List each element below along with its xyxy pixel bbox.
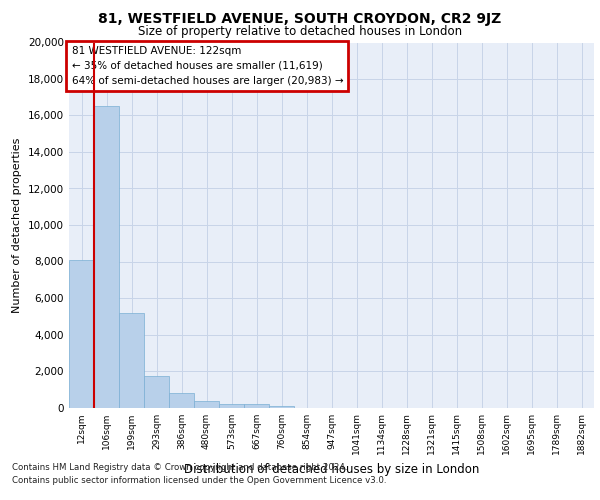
Bar	[194, 401, 219, 407]
Bar	[244, 404, 269, 407]
Text: Contains public sector information licensed under the Open Government Licence v3: Contains public sector information licen…	[12, 476, 386, 485]
Text: 81 WESTFIELD AVENUE: 122sqm
← 35% of detached houses are smaller (11,619)
64% of: 81 WESTFIELD AVENUE: 122sqm ← 35% of det…	[71, 46, 343, 86]
Bar	[69, 260, 94, 408]
Text: Contains HM Land Registry data © Crown copyright and database right 2024.: Contains HM Land Registry data © Crown c…	[12, 464, 347, 472]
Bar	[144, 376, 169, 408]
Bar	[219, 404, 244, 407]
Text: 81, WESTFIELD AVENUE, SOUTH CROYDON, CR2 9JZ: 81, WESTFIELD AVENUE, SOUTH CROYDON, CR2…	[98, 12, 502, 26]
Text: Size of property relative to detached houses in London: Size of property relative to detached ho…	[138, 25, 462, 38]
Bar	[94, 106, 119, 408]
Bar	[269, 406, 294, 407]
Bar	[169, 393, 194, 407]
Y-axis label: Number of detached properties: Number of detached properties	[13, 138, 22, 312]
Bar	[119, 312, 144, 408]
X-axis label: Distribution of detached houses by size in London: Distribution of detached houses by size …	[184, 463, 479, 476]
